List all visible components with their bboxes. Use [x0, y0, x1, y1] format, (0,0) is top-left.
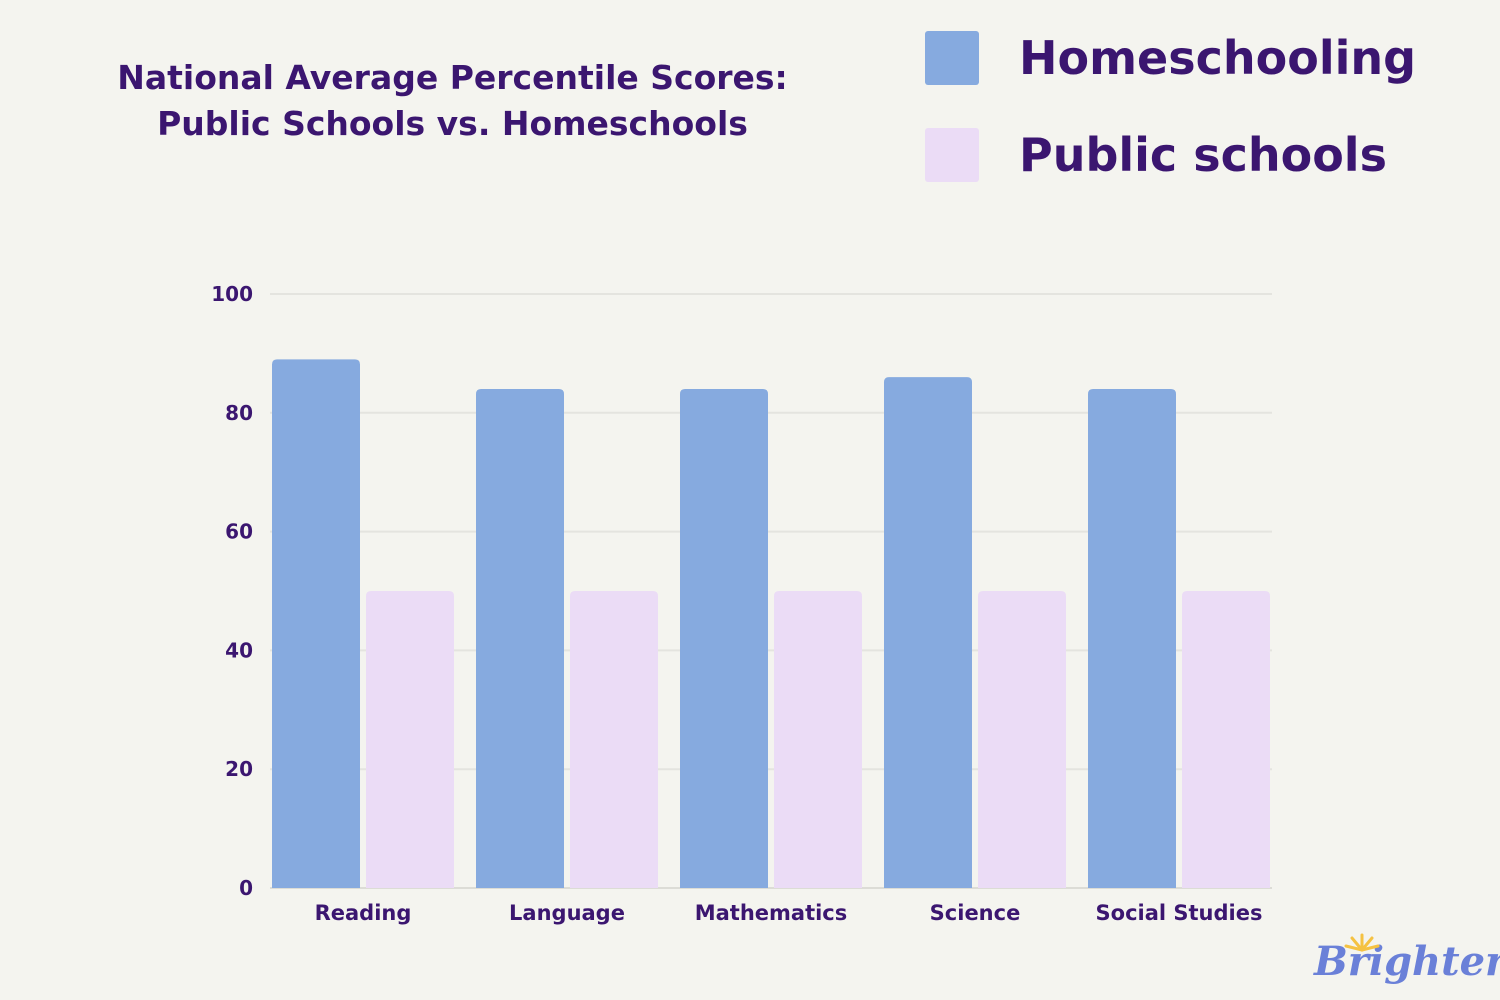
legend-swatch-public-schools — [925, 128, 979, 182]
y-tick-label-20: 20 — [225, 757, 253, 781]
legend-item-public-schools: Public schools — [925, 128, 1387, 182]
chart-title-line-2: Public Schools vs. Homeschools — [157, 104, 748, 143]
chart-title-line-1: National Average Percentile Scores: — [117, 58, 788, 97]
bar-public-schools-reading — [366, 591, 454, 888]
brighterly-logo: Brighterly — [1314, 933, 1500, 985]
y-tick-label-80: 80 — [225, 401, 253, 425]
x-tick-label-science: Science — [930, 901, 1021, 925]
bar-public-schools-social-studies — [1182, 591, 1270, 888]
bar-homeschooling-language — [476, 389, 564, 888]
bar-homeschooling-social-studies — [1088, 389, 1176, 888]
x-tick-label-mathematics: Mathematics — [695, 901, 848, 925]
bar-public-schools-mathematics — [774, 591, 862, 888]
y-tick-label-100: 100 — [211, 282, 253, 306]
legend-item-homeschooling: Homeschooling — [925, 31, 1416, 85]
bar-homeschooling-science — [884, 377, 972, 888]
bar-public-schools-science — [978, 591, 1066, 888]
bar-homeschooling-reading — [272, 359, 360, 889]
y-tick-label-0: 0 — [239, 876, 253, 900]
bar-public-schools-language — [570, 591, 658, 888]
sun-icon — [1344, 933, 1380, 952]
bar-homeschooling-mathematics — [680, 389, 768, 888]
x-tick-label-social-studies: Social Studies — [1096, 901, 1263, 925]
legend-swatch-homeschooling — [925, 31, 979, 85]
y-tick-label-60: 60 — [225, 520, 253, 544]
x-tick-label-reading: Reading — [315, 901, 412, 925]
legend-label-public-schools: Public schools — [1019, 128, 1387, 182]
chart-title: National Average Percentile Scores: Publ… — [100, 55, 805, 147]
legend-label-homeschooling: Homeschooling — [1019, 31, 1417, 85]
y-tick-label-40: 40 — [225, 638, 253, 662]
x-tick-label-language: Language — [509, 901, 625, 925]
